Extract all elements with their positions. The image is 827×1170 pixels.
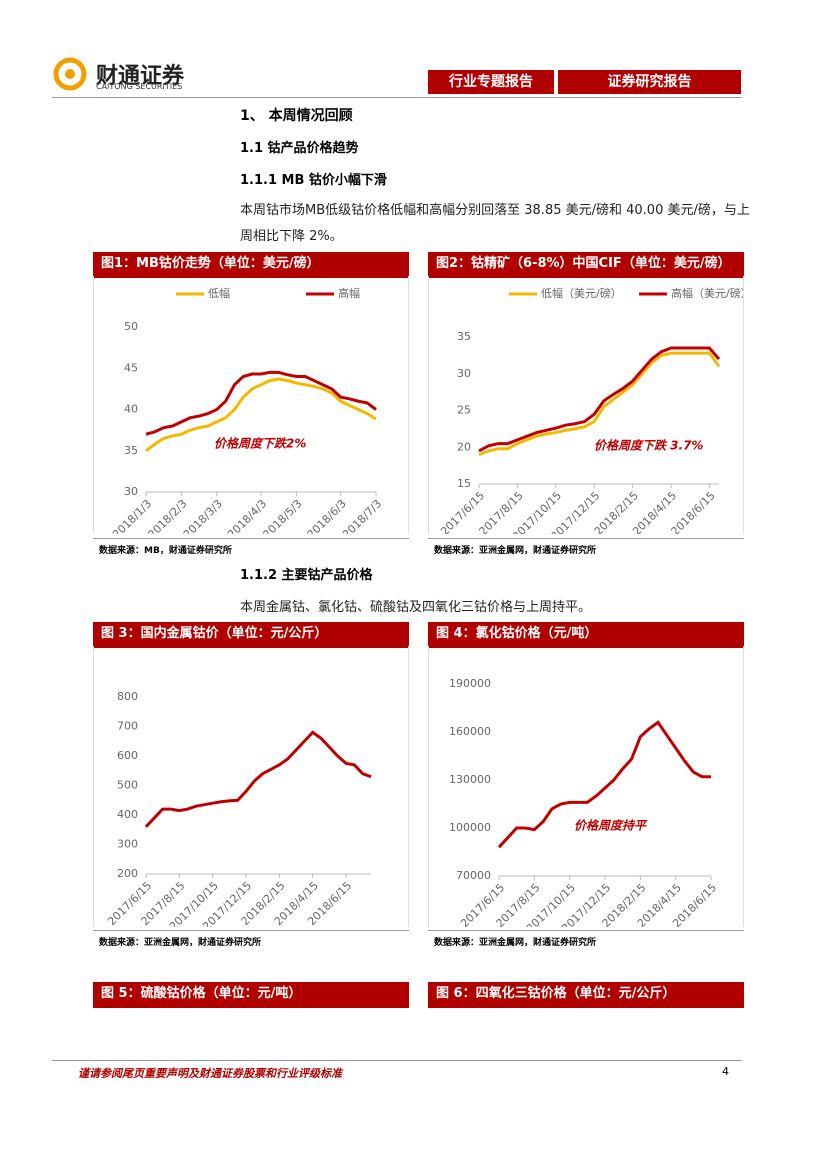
y-tick-label: 700 <box>117 720 138 733</box>
series-line <box>145 377 377 452</box>
heading: 1、 本周情况回顾 <box>240 108 353 124</box>
x-tick-label: 2018/4/3 <box>225 497 269 534</box>
annotation: 价格周度下跌 3.7% <box>594 439 703 453</box>
y-tick-label: 190000 <box>449 677 491 690</box>
y-tick-label: 35 <box>124 444 138 457</box>
page-number: 4 <box>722 1065 729 1078</box>
logo-cn: 财通证券 <box>96 64 185 89</box>
y-tick-label: 25 <box>457 404 471 417</box>
series-line <box>144 730 372 828</box>
chart: 2003004005006007008002017/6/152017/8/152… <box>93 646 409 927</box>
figure-title: 图 3：国内金属钴价（单位：元/公斤） <box>93 622 409 648</box>
y-tick-label: 35 <box>457 330 471 343</box>
figure-title: 图 4：氯化钴价格（元/吨） <box>428 622 744 648</box>
x-tick-label: 2018/6/3 <box>305 497 349 534</box>
heading: 1.1.1 MB 钴价小幅下滑 <box>240 173 387 188</box>
series-line <box>497 720 711 849</box>
annotation: 价格周度持平 <box>574 819 648 833</box>
figure-source: 数据来源：MB，财通证券研究所 <box>99 546 232 556</box>
y-tick-label: 20 <box>457 440 471 453</box>
x-tick-label: 2018/3/3 <box>181 497 225 534</box>
y-tick-label: 30 <box>457 367 471 380</box>
paragraph: 本周金属钴、氯化钴、硫酸钴及四氧化三钴价格与上周持平。 <box>240 600 592 615</box>
series-line <box>145 370 377 436</box>
heading: 1.1.2 主要钴产品价格 <box>240 568 373 583</box>
figure-source: 数据来源：亚洲金属网，财通证券研究所 <box>434 938 597 948</box>
legend-label: 高幅（美元/磅） <box>671 286 744 300</box>
y-tick-label: 45 <box>124 361 138 374</box>
heading: 1.1 钴产品价格趋势 <box>240 141 359 156</box>
figure-title: 图1：MB钴价走势（单位：美元/磅） <box>93 252 409 278</box>
figure-rule <box>428 930 744 931</box>
series-line <box>478 346 721 453</box>
figure-rule <box>93 538 409 539</box>
logo <box>53 57 87 91</box>
legend-label: 高幅 <box>338 286 360 300</box>
figure-title: 图 5：硫酸钴价格（单位：元/吨） <box>93 982 409 1008</box>
y-tick-label: 200 <box>117 867 138 880</box>
y-tick-label: 300 <box>117 838 138 851</box>
chart: 15202530352017/6/152017/8/152017/10/1520… <box>428 276 744 534</box>
y-tick-label: 40 <box>124 403 138 416</box>
logo-en: CAITONG SECURITIES <box>96 82 183 91</box>
y-tick-label: 400 <box>117 808 138 821</box>
tab: 证券研究报告 <box>558 70 741 94</box>
figure-title: 图2：钴精矿（6-8%）中国CIF（单位：美元/磅） <box>428 252 744 278</box>
y-tick-label: 50 <box>124 320 138 333</box>
y-tick-label: 130000 <box>449 773 491 786</box>
figure-source: 数据来源：亚洲金属网，财通证券研究所 <box>434 546 597 556</box>
y-tick-label: 15 <box>457 477 471 490</box>
chart: 700001000001300001600001900002017/6/1520… <box>428 646 744 927</box>
legend-label: 低幅 <box>208 287 230 300</box>
y-tick-label: 160000 <box>449 725 491 738</box>
y-tick-label: 30 <box>124 485 138 498</box>
rule <box>52 1060 742 1061</box>
tab: 行业专题报告 <box>428 70 554 94</box>
series-line <box>478 351 721 457</box>
x-tick-label: 2018/2/3 <box>145 497 189 534</box>
x-tick-label: 2018/5/3 <box>260 497 304 534</box>
x-tick-label: 2018/1/3 <box>110 497 154 534</box>
x-tick-label: 2018/7/3 <box>340 497 384 534</box>
footer-note: 谨请参阅尾页重要声明及财通证券股票和行业评级标准 <box>78 1067 342 1080</box>
y-tick-label: 100000 <box>449 821 491 834</box>
figure-title: 图 6：四氧化三钴价格（单位：元/公斤） <box>428 982 744 1008</box>
rule <box>52 97 742 98</box>
annotation: 价格周度下跌2% <box>214 437 306 451</box>
y-tick-label: 70000 <box>456 869 491 882</box>
y-tick-label: 800 <box>117 690 138 703</box>
paragraph: 本周钴市场MB低级钴价格低幅和高幅分别回落至 38.85 美元/磅和 40.00… <box>240 203 750 244</box>
y-tick-label: 600 <box>117 749 138 762</box>
figure-source: 数据来源：亚洲金属网，财通证券研究所 <box>99 938 262 948</box>
figure-rule <box>93 930 409 931</box>
legend-label: 低幅（美元/磅） <box>541 286 622 300</box>
figure-rule <box>428 538 744 539</box>
y-tick-label: 500 <box>117 779 138 792</box>
